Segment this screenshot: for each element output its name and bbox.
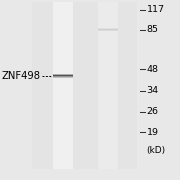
Bar (98, 2, 118, 169)
Text: ZNF498: ZNF498 (2, 71, 41, 81)
Bar (98, 29, 118, 30)
Text: 19: 19 (147, 128, 159, 137)
Bar (53, 75, 73, 76)
Bar (98, 28, 118, 29)
Bar (53, 2, 73, 169)
Bar (98, 30, 118, 31)
Bar (53, 74, 73, 75)
Text: 117: 117 (147, 5, 165, 14)
Bar (98, 28, 118, 29)
Text: (kD): (kD) (147, 146, 166, 155)
Bar (98, 29, 118, 30)
Text: 48: 48 (147, 65, 159, 74)
Bar (32, 2, 137, 169)
Text: 34: 34 (147, 86, 159, 95)
Bar (53, 76, 73, 77)
Text: 85: 85 (147, 25, 159, 34)
Text: 26: 26 (147, 107, 159, 116)
Bar (98, 28, 118, 29)
Bar (98, 30, 118, 31)
Bar (53, 77, 73, 78)
Bar (53, 76, 73, 77)
Bar (98, 30, 118, 31)
Bar (53, 77, 73, 78)
Bar (53, 74, 73, 75)
Bar (53, 75, 73, 76)
